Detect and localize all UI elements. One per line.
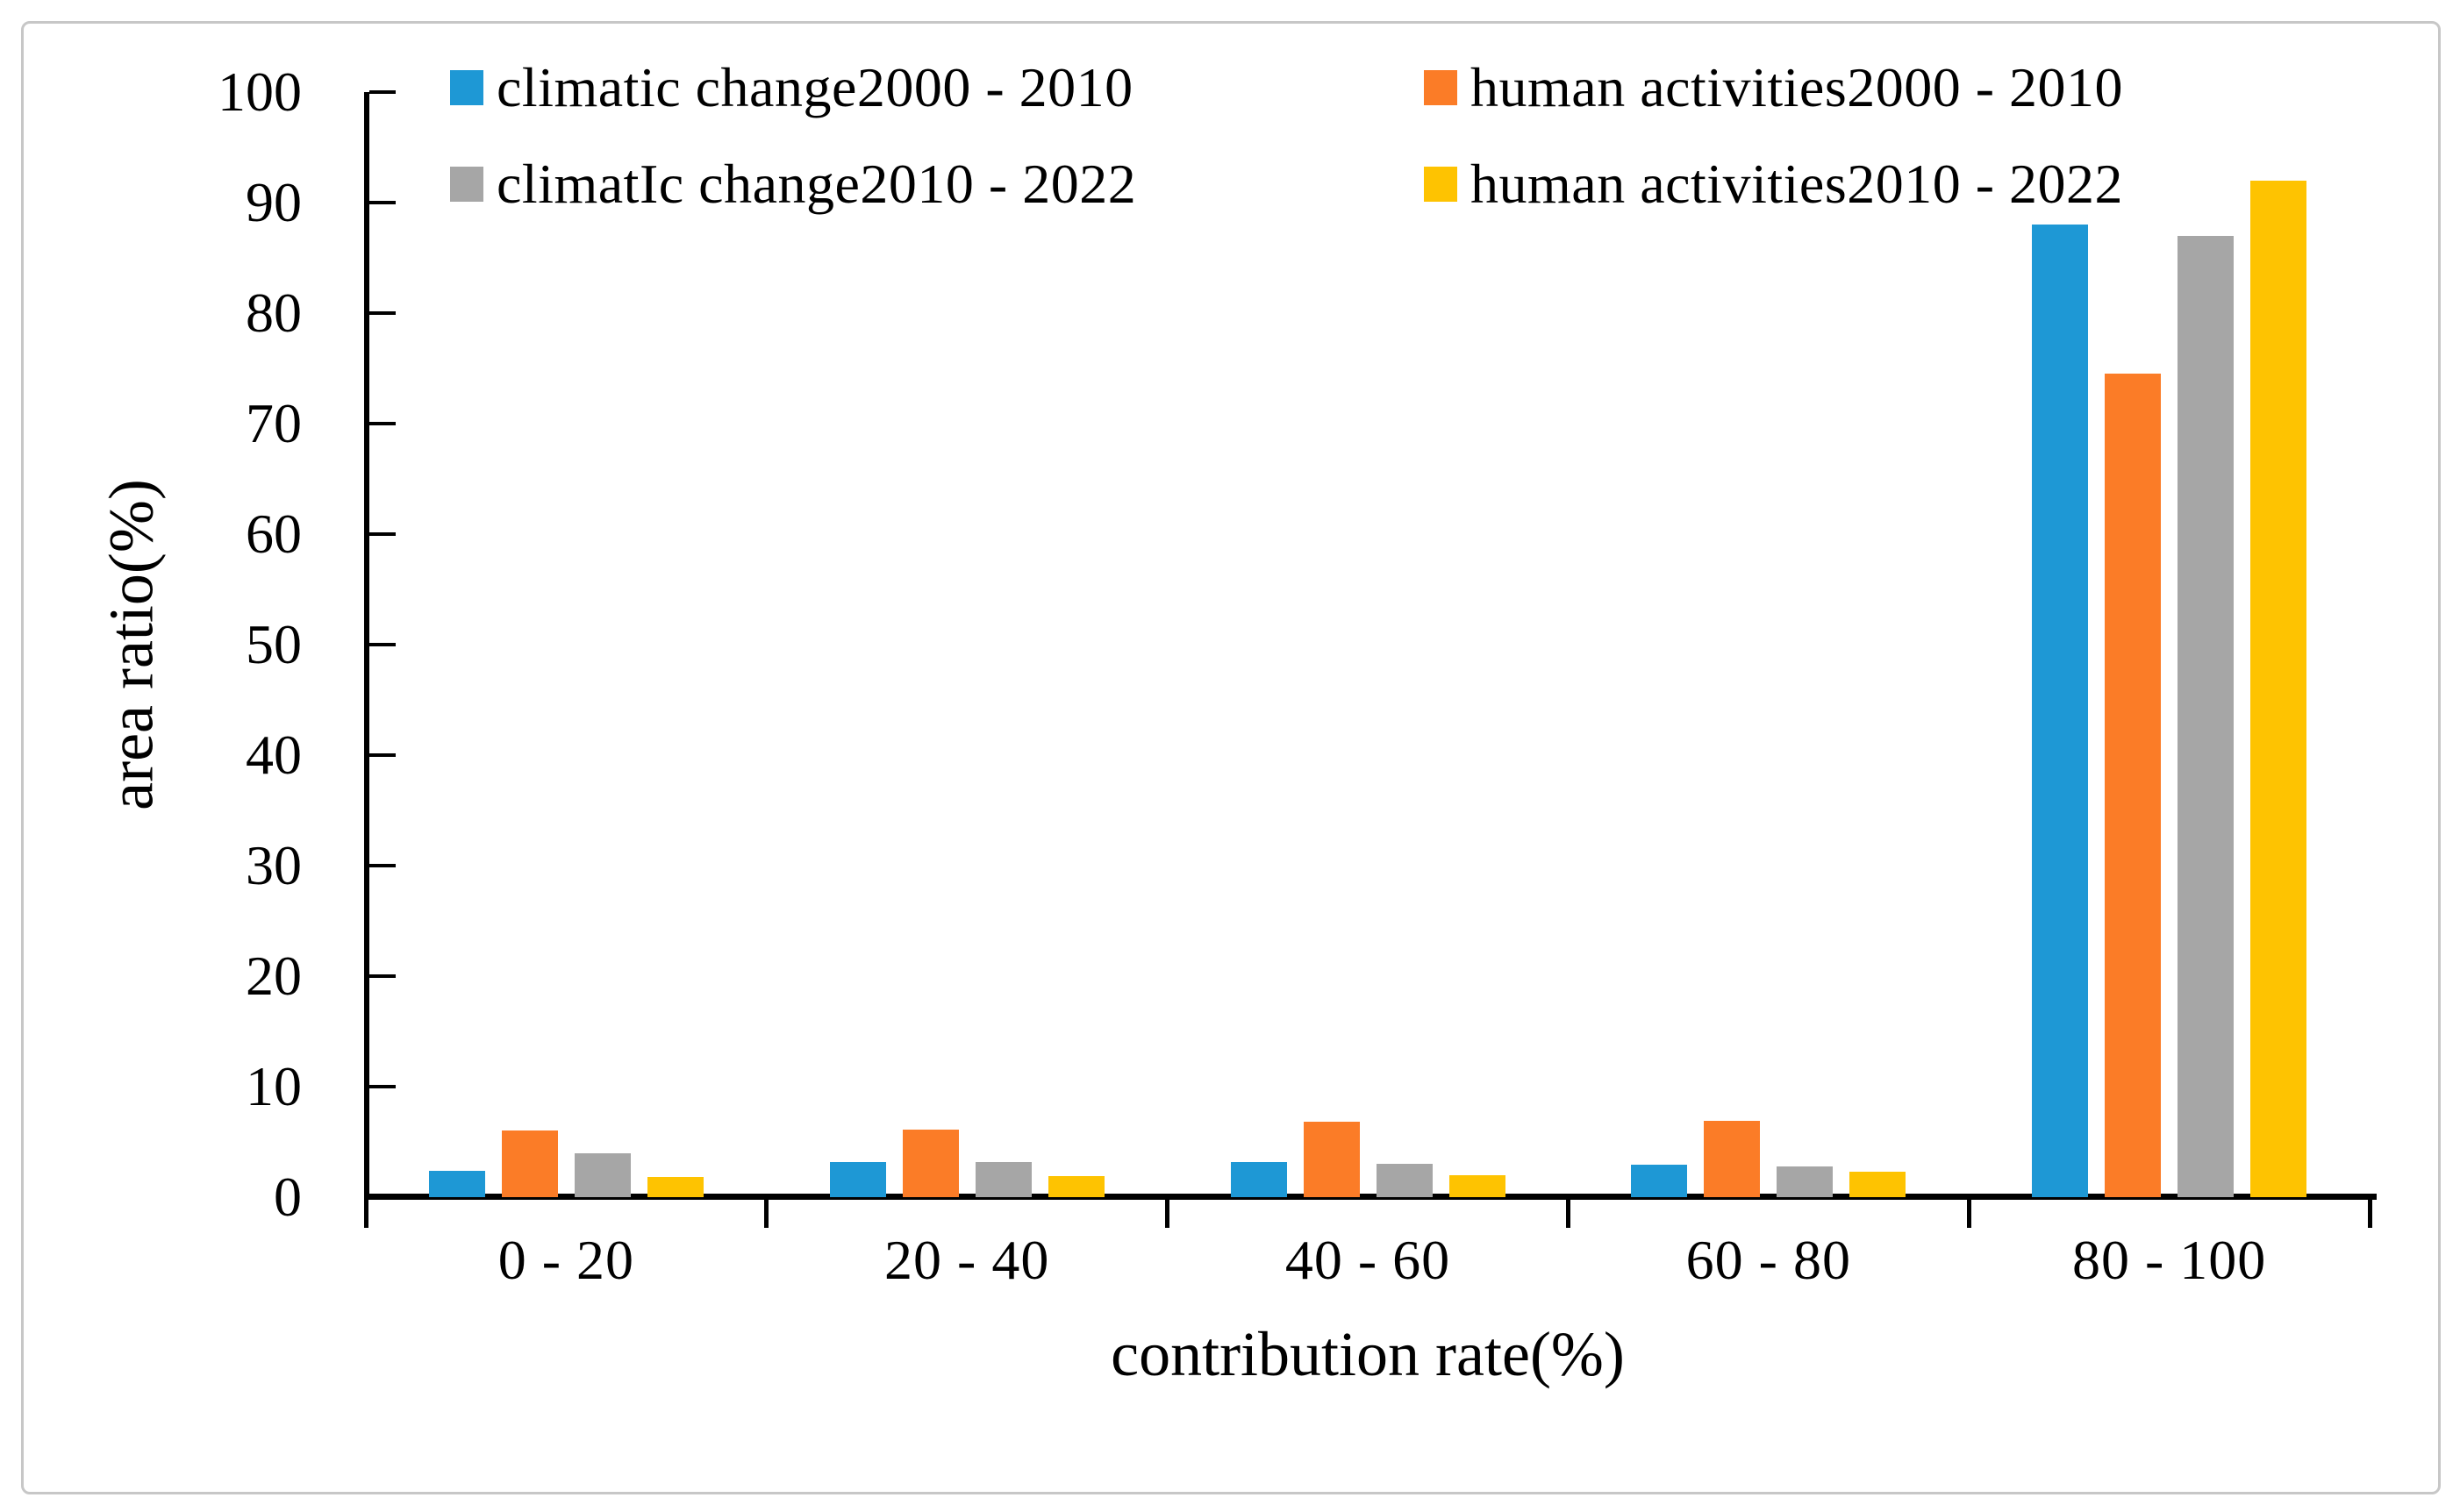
bar bbox=[2032, 225, 2089, 1197]
y-axis-tick-label: 60 bbox=[246, 503, 302, 565]
x-axis-category-label: 80 - 100 bbox=[2071, 1229, 2267, 1291]
y-axis-tick-label: 10 bbox=[246, 1055, 302, 1117]
bar bbox=[574, 1152, 631, 1197]
bar bbox=[2178, 235, 2235, 1197]
legend-swatch bbox=[1424, 70, 1457, 105]
x-axis-line bbox=[364, 1194, 2377, 1200]
x-axis-category-label: 40 - 60 bbox=[1284, 1229, 1451, 1291]
bar bbox=[829, 1161, 886, 1197]
y-axis-tick-label: 0 bbox=[274, 1166, 302, 1228]
y-axis-tick bbox=[369, 1085, 396, 1088]
legend-swatch bbox=[1424, 167, 1457, 202]
x-axis-tick bbox=[1966, 1200, 1971, 1228]
plot-area bbox=[366, 92, 2370, 1197]
y-axis-tick bbox=[369, 864, 396, 867]
legend-item: climatic change2000 - 2010 bbox=[450, 56, 1424, 119]
bar bbox=[975, 1161, 1032, 1197]
y-axis-tick bbox=[369, 532, 396, 536]
bar bbox=[1048, 1176, 1105, 1197]
x-axis-tick bbox=[2367, 1200, 2372, 1228]
y-axis-tick-label: 70 bbox=[246, 392, 302, 454]
legend-swatch bbox=[450, 70, 483, 105]
legend: climatic change2000 - 2010 human activiti… bbox=[450, 56, 2123, 216]
y-axis-tick bbox=[369, 201, 396, 204]
y-axis-tick-label: 100 bbox=[218, 61, 302, 123]
bar bbox=[1376, 1164, 1433, 1197]
bar bbox=[647, 1177, 704, 1197]
bar bbox=[1777, 1166, 1834, 1197]
legend-label: climatIc change2010 - 2022 bbox=[497, 153, 1137, 215]
y-axis-tick-label: 50 bbox=[246, 613, 302, 675]
legend-label: human activities2000 - 2010 bbox=[1470, 56, 2124, 118]
x-axis-category-label: 0 - 20 bbox=[497, 1229, 635, 1291]
bar bbox=[902, 1130, 959, 1197]
y-axis-tick bbox=[369, 311, 396, 315]
legend-item: climatIc change2010 - 2022 bbox=[450, 153, 1424, 216]
y-axis-line bbox=[364, 92, 369, 1199]
y-axis-tick-label: 90 bbox=[246, 171, 302, 233]
x-axis-category-label: 60 - 80 bbox=[1685, 1229, 1851, 1291]
legend-swatch bbox=[450, 167, 483, 202]
bar bbox=[1631, 1165, 1688, 1197]
legend-label: human activities2010 - 2022 bbox=[1470, 153, 2124, 215]
legend-item: human activities2010 - 2022 bbox=[1424, 153, 2123, 216]
x-axis-tick bbox=[1565, 1200, 1570, 1228]
x-axis-tick bbox=[764, 1200, 769, 1228]
legend-label: climatic change2000 - 2010 bbox=[497, 56, 1133, 118]
bar bbox=[2250, 180, 2307, 1197]
y-axis-tick bbox=[369, 974, 396, 978]
bar bbox=[501, 1130, 558, 1197]
x-axis-tick bbox=[1165, 1200, 1170, 1228]
bar bbox=[1448, 1174, 1505, 1197]
x-axis-tick bbox=[363, 1200, 368, 1228]
y-axis-tick bbox=[369, 422, 396, 425]
y-axis-tick-label: 40 bbox=[246, 724, 302, 786]
x-axis-category-label: 20 - 40 bbox=[884, 1229, 1050, 1291]
y-axis-tick bbox=[369, 90, 396, 94]
legend-item: human activities2000 - 2010 bbox=[1424, 56, 2123, 119]
y-axis-tick-label: 20 bbox=[246, 945, 302, 1007]
y-axis-tick-label: 80 bbox=[246, 282, 302, 344]
y-axis-tick-label: 30 bbox=[246, 834, 302, 896]
y-axis-tick bbox=[369, 753, 396, 757]
bar bbox=[1303, 1122, 1360, 1197]
bar bbox=[1849, 1172, 1906, 1197]
x-axis-title: contribution rate(%) bbox=[1111, 1319, 1625, 1389]
bar bbox=[2105, 374, 2162, 1197]
bar bbox=[1230, 1161, 1287, 1197]
y-axis-tick bbox=[369, 643, 396, 646]
bar bbox=[428, 1170, 485, 1197]
bar bbox=[1704, 1121, 1761, 1197]
